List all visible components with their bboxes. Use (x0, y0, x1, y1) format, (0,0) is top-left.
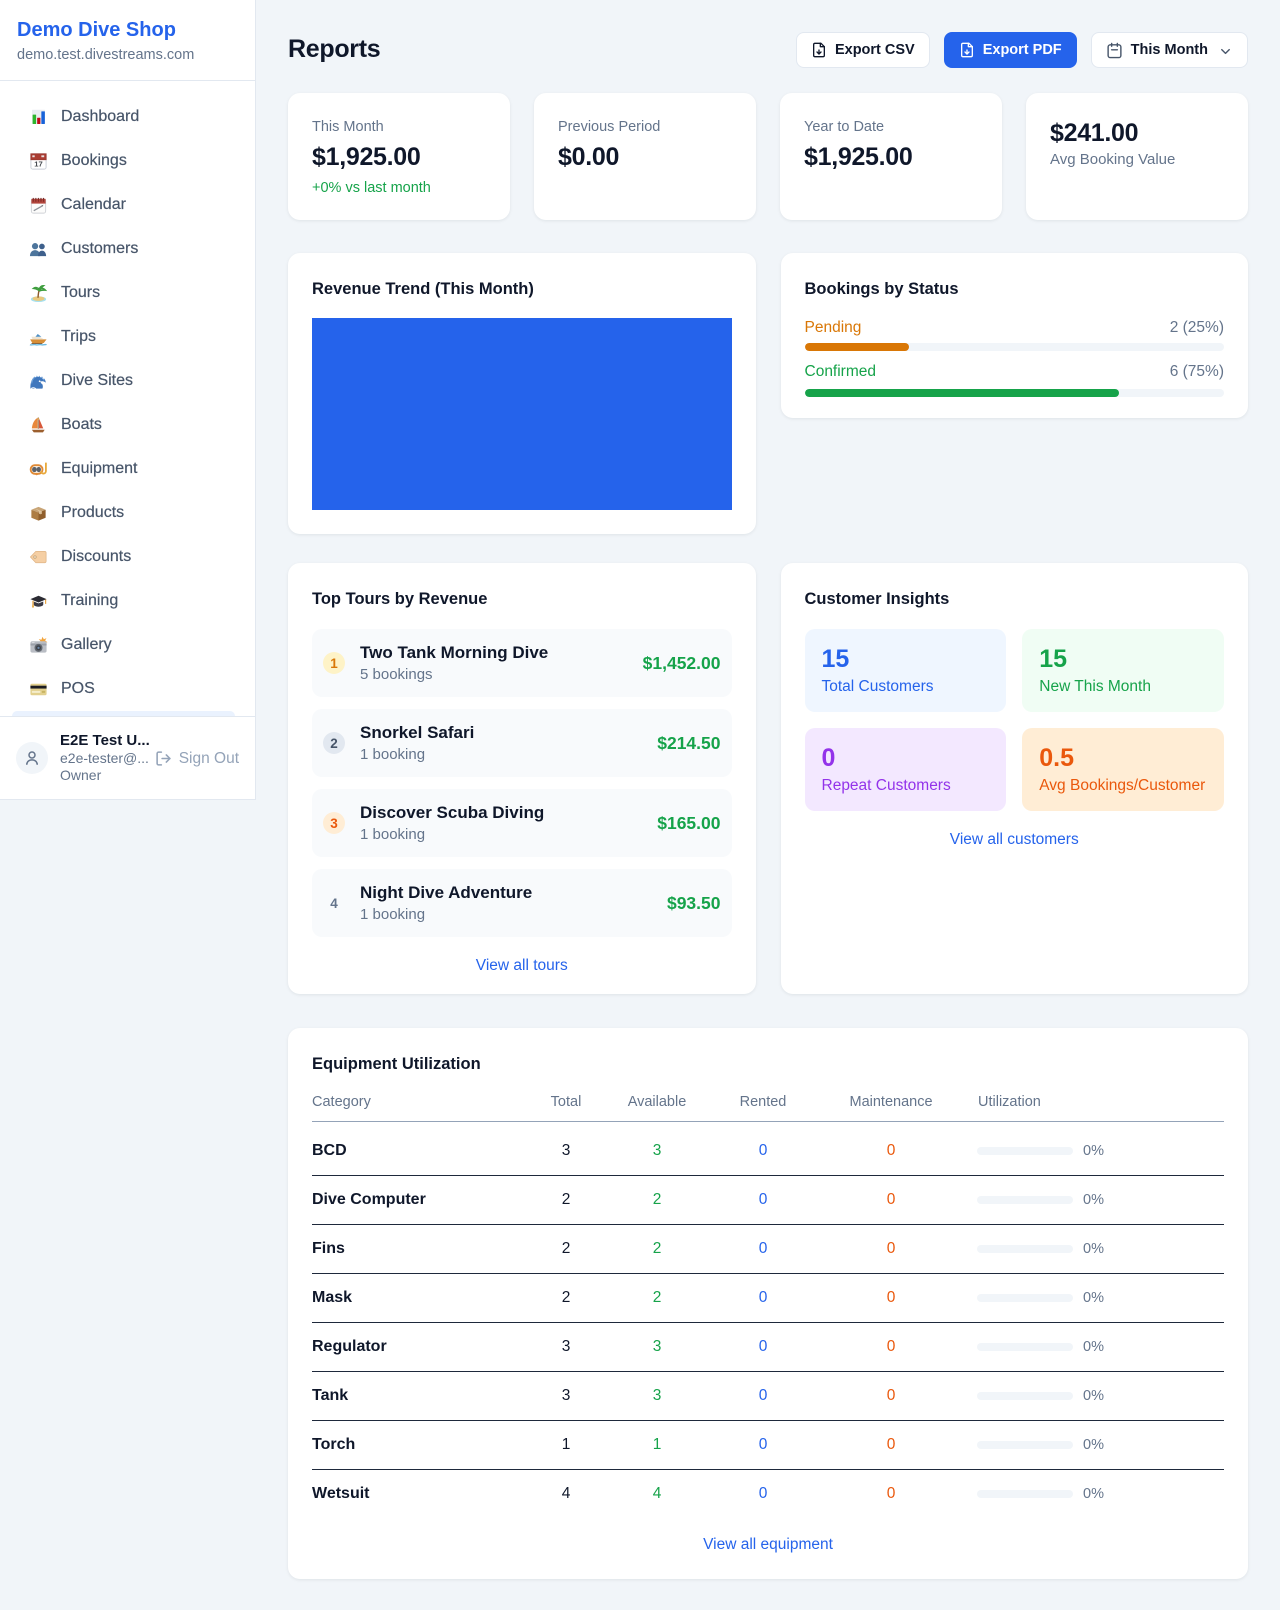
svg-text:17: 17 (34, 159, 42, 168)
